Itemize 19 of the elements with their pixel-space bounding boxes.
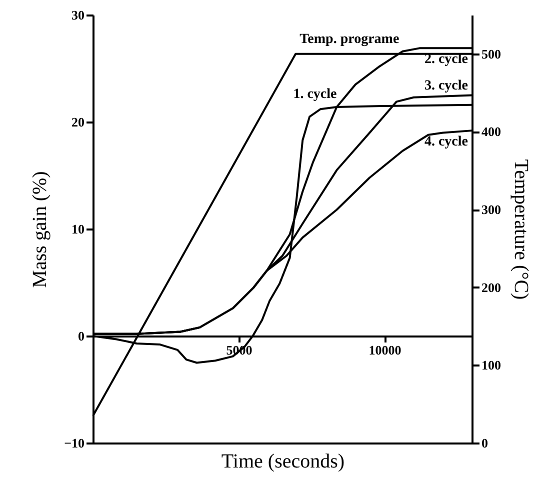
y2-tick-label: 500	[482, 46, 501, 62]
y-tick-label: 0	[78, 328, 84, 344]
y2-tick-label: 300	[482, 202, 501, 218]
x-axis-title: Time (seconds)	[221, 450, 345, 472]
y-tick-label: −10	[64, 436, 84, 450]
y2-axis-title: Temperature (°C)	[510, 159, 532, 300]
y-tick-label: 30	[72, 8, 84, 22]
series-label: Temp. programe	[300, 32, 400, 47]
y2-tick-label: 200	[482, 280, 501, 295]
series-label: 4. cycle	[424, 134, 468, 150]
series-label: 1. cycle	[293, 87, 337, 102]
series-label: 3. cycle	[424, 78, 468, 94]
y2-tick-label: 400	[482, 124, 501, 140]
y-tick-label: 20	[72, 114, 84, 130]
y2-tick-label: 0	[482, 436, 488, 450]
y-tick-label: 10	[72, 222, 84, 236]
y-axis-title: Mass gain (%)	[29, 171, 52, 288]
x-tick-label: 10000	[368, 342, 402, 358]
y2-tick-label: 100	[482, 358, 501, 373]
